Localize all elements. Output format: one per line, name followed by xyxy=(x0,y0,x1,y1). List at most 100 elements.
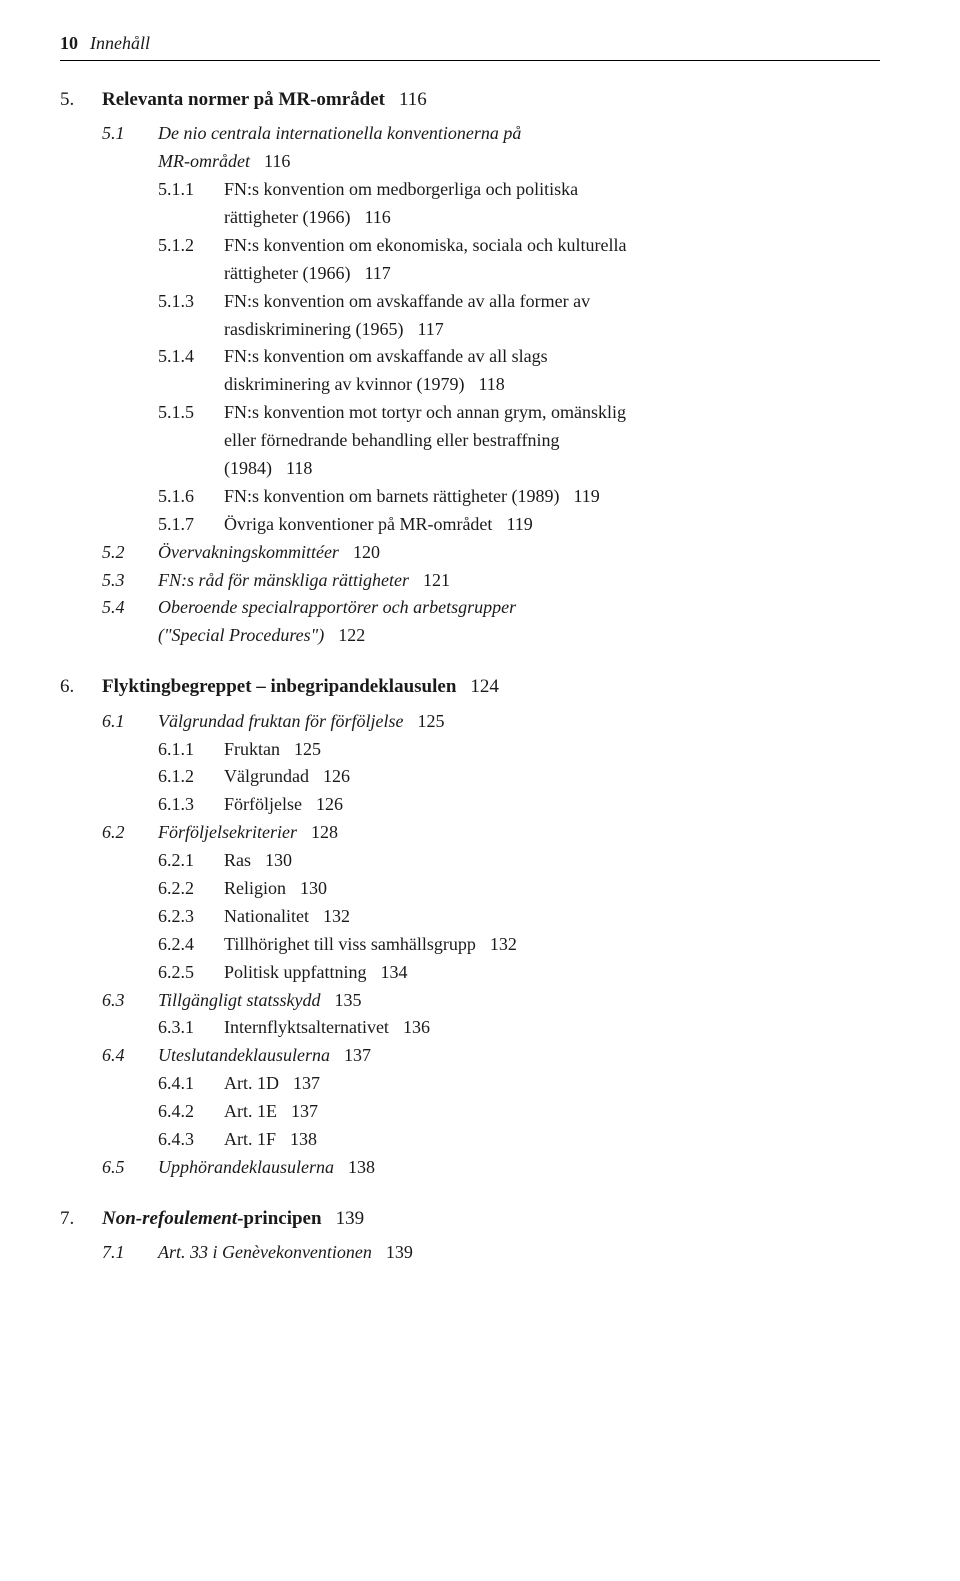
page-reference: 126 xyxy=(323,766,350,786)
page-reference: 139 xyxy=(386,1242,413,1262)
subsection-number: 5.1.7 xyxy=(158,511,224,539)
subsection-row: 5.1.5FN:s konvention mot tortyr och anna… xyxy=(60,399,880,427)
page-reference: 135 xyxy=(335,990,362,1010)
section-number: 7.1 xyxy=(102,1239,158,1267)
header-title: Innehåll xyxy=(90,30,150,58)
subsection-title: FN:s konvention om ekonomiska, sociala o… xyxy=(224,232,880,260)
subsection-number: 5.1.6 xyxy=(158,483,224,511)
subsection-row: 6.4.2Art. 1E137 xyxy=(60,1098,880,1126)
section-number: 5.1 xyxy=(102,120,158,148)
subsection-number: 6.2.4 xyxy=(158,931,224,959)
subsection-continuation: diskriminering av kvinnor (1979)118 xyxy=(60,371,880,399)
subsection-number: 5.1.5 xyxy=(158,399,224,427)
subsection-row: 5.1.3FN:s konvention om avskaffande av a… xyxy=(60,288,880,316)
subsection-row: 6.2.3Nationalitet132 xyxy=(60,903,880,931)
subsection-row: 6.4.1Art. 1D137 xyxy=(60,1070,880,1098)
subsection-number: 5.1.2 xyxy=(158,232,224,260)
subsection-continuation: rättigheter (1966)117 xyxy=(60,260,880,288)
subsection-title: Nationalitet132 xyxy=(224,903,880,931)
page-reference: 124 xyxy=(470,676,499,697)
section-row: 6.1Välgrundad fruktan för förföljelse125 xyxy=(60,708,880,736)
page-reference: 128 xyxy=(311,822,338,842)
page-reference: 122 xyxy=(338,625,365,645)
subsection-title: Fruktan125 xyxy=(224,736,880,764)
subsection-number: 6.4.2 xyxy=(158,1098,224,1126)
page-reference: 118 xyxy=(286,458,312,478)
page-reference: 137 xyxy=(291,1101,318,1121)
subsection-number: 6.2.2 xyxy=(158,875,224,903)
page-reference: 125 xyxy=(294,739,321,759)
subsection-number: 6.4.3 xyxy=(158,1126,224,1154)
section-title-continuation: MR-området116 xyxy=(60,148,880,176)
page-reference: 125 xyxy=(418,711,445,731)
subsection-continuation: rättigheter (1966)116 xyxy=(60,204,880,232)
section-title: Övervakningskommittéer120 xyxy=(158,539,380,567)
subsection-title: Förföljelse126 xyxy=(224,791,880,819)
chapter-title-row: 5.Relevanta normer på MR-området116 xyxy=(60,85,880,114)
page-reference: 116 xyxy=(264,151,290,171)
page-reference: 119 xyxy=(573,486,599,506)
chapter-number: 7. xyxy=(60,1204,102,1233)
section-number: 5.3 xyxy=(102,567,158,595)
subsection-continuation: (1984)118 xyxy=(60,455,880,483)
page-reference: 132 xyxy=(323,906,350,926)
subsection-row: 6.2.2Religion130 xyxy=(60,875,880,903)
section-row: 6.2Förföljelsekriterier128 xyxy=(60,819,880,847)
subsection-number: 5.1.1 xyxy=(158,176,224,204)
subsection-title: FN:s konvention om avskaffande av alla f… xyxy=(224,288,880,316)
section-title: Oberoende specialrapportörer och arbetsg… xyxy=(158,594,516,622)
subsection-number: 6.3.1 xyxy=(158,1014,224,1042)
section-title: Art. 33 i Genèvekonventionen139 xyxy=(158,1239,413,1267)
section-title: Tillgängligt statsskydd135 xyxy=(158,987,362,1015)
page-reference: 130 xyxy=(300,878,327,898)
subsection-row: 6.1.3Förföljelse126 xyxy=(60,791,880,819)
section-number: 5.2 xyxy=(102,539,158,567)
section-row: 7.1Art. 33 i Genèvekonventionen139 xyxy=(60,1239,880,1267)
page-reference: 138 xyxy=(290,1129,317,1149)
subsection-title: Politisk uppfattning134 xyxy=(224,959,880,987)
subsection-title: FN:s konvention om medborgerliga och pol… xyxy=(224,176,880,204)
page-reference: 117 xyxy=(417,319,443,339)
section-number: 6.2 xyxy=(102,819,158,847)
subsection-row: 6.3.1Internflyktsalternativet136 xyxy=(60,1014,880,1042)
page-reference: 117 xyxy=(364,263,390,283)
section-row: 5.2Övervakningskommittéer120 xyxy=(60,539,880,567)
page-header: 10 Innehåll xyxy=(60,30,880,61)
section-title: Uteslutandeklausulerna137 xyxy=(158,1042,371,1070)
chapter-title-row: 6.Flyktingbegreppet – inbegripandeklausu… xyxy=(60,672,880,701)
page-reference: 130 xyxy=(265,850,292,870)
subsection-row: 6.2.1Ras130 xyxy=(60,847,880,875)
subsection-title: Ras130 xyxy=(224,847,880,875)
chapter-number: 6. xyxy=(60,672,102,701)
section-row: 5.3FN:s råd för mänskliga rättigheter121 xyxy=(60,567,880,595)
subsection-title: FN:s konvention om avskaffande av all sl… xyxy=(224,343,880,371)
chapter-title: Flyktingbegreppet – inbegripandeklausule… xyxy=(102,672,499,701)
subsection-row: 6.4.3Art. 1F138 xyxy=(60,1126,880,1154)
subsection-title: FN:s konvention om barnets rättigheter (… xyxy=(224,483,880,511)
page-reference: 120 xyxy=(353,542,380,562)
page-reference: 119 xyxy=(506,514,532,534)
page-reference: 137 xyxy=(293,1073,320,1093)
section-title: Upphörandeklausulerna138 xyxy=(158,1154,375,1182)
section-number: 6.1 xyxy=(102,708,158,736)
page-reference: 139 xyxy=(336,1208,365,1229)
section-title: Förföljelsekriterier128 xyxy=(158,819,338,847)
subsection-continuation: eller förnedrande behandling eller bestr… xyxy=(60,427,880,455)
chapter-title-row: 7.Non-refoulement-principen139 xyxy=(60,1204,880,1233)
subsection-number: 6.1.1 xyxy=(158,736,224,764)
subsection-row: 6.2.4Tillhörighet till viss samhällsgrup… xyxy=(60,931,880,959)
section-title-continuation: ("Special Procedures")122 xyxy=(60,622,880,650)
page-reference: 116 xyxy=(364,207,390,227)
section-title: Välgrundad fruktan för förföljelse125 xyxy=(158,708,445,736)
chapter-number: 5. xyxy=(60,85,102,114)
subsection-title: Art. 1E137 xyxy=(224,1098,880,1126)
page-reference: 138 xyxy=(348,1157,375,1177)
section-row: 6.3Tillgängligt statsskydd135 xyxy=(60,987,880,1015)
table-of-contents: 5.Relevanta normer på MR-området1165.1De… xyxy=(60,85,880,1267)
subsection-number: 5.1.3 xyxy=(158,288,224,316)
subsection-row: 6.2.5Politisk uppfattning134 xyxy=(60,959,880,987)
page-reference: 134 xyxy=(381,962,408,982)
page-reference: 137 xyxy=(344,1045,371,1065)
section-number: 6.5 xyxy=(102,1154,158,1182)
subsection-continuation: rasdiskriminering (1965)117 xyxy=(60,316,880,344)
